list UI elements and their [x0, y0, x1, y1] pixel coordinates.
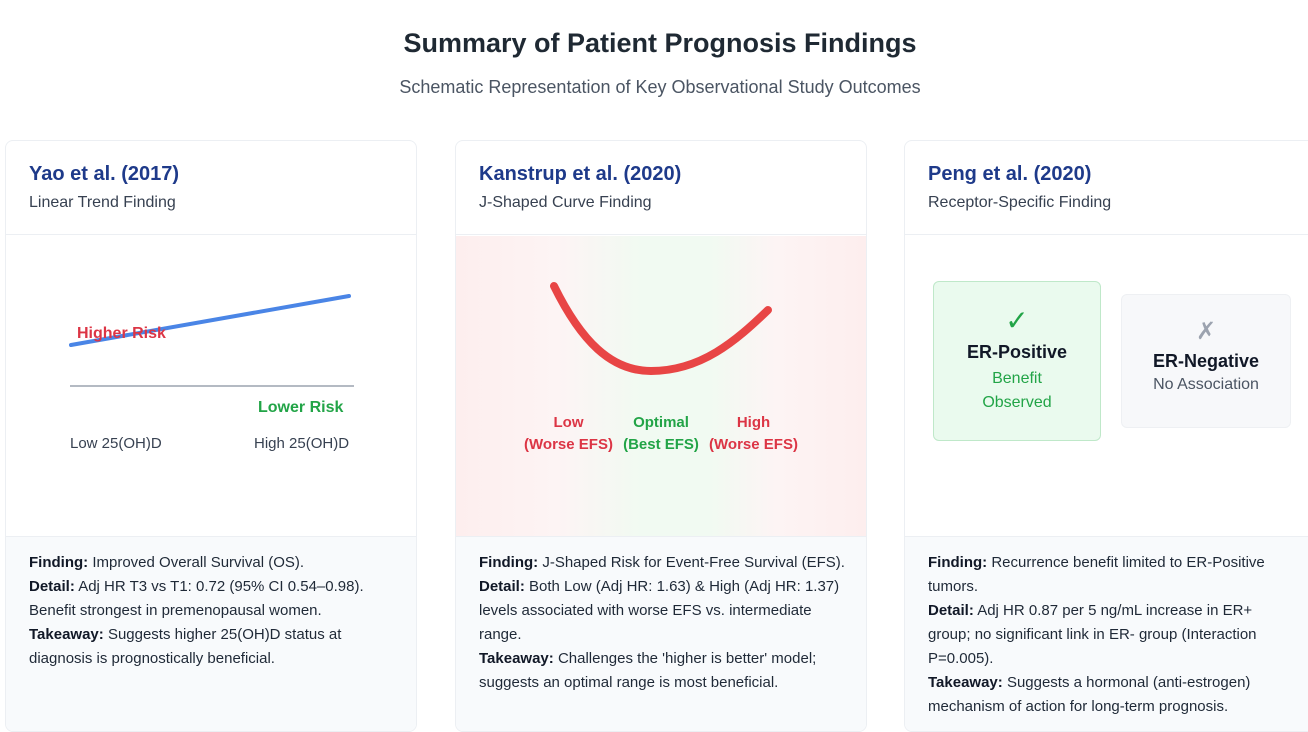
finding-line: Finding: Recurrence benefit limited to E…	[928, 554, 1265, 595]
x-high-label: High 25(OH)D	[254, 435, 350, 452]
benefit-line2: Observed	[982, 394, 1052, 411]
zone-high: High (Worse EFS)	[709, 414, 798, 453]
j-curve-diagram: Low (Worse EFS) Optimal (Best EFS) High …	[456, 236, 866, 536]
no-association-text: No Association	[1153, 376, 1259, 393]
er-negative-box: ✗ ER-Negative No Association	[1121, 294, 1291, 428]
card-title: Kanstrup et al. (2020)	[479, 163, 682, 185]
j-curve-svg	[550, 282, 772, 376]
page-title: Summary of Patient Prognosis Findings	[403, 28, 917, 58]
benefit-line1: Benefit	[992, 370, 1042, 387]
zone-optimal: Optimal (Best EFS)	[623, 414, 699, 453]
cross-icon: ✗	[1195, 318, 1217, 345]
er-positive-box: ✓ ER-Positive Benefit Observed	[933, 281, 1101, 441]
trend-line	[69, 294, 351, 347]
higher-risk-label: Higher Risk	[77, 325, 166, 342]
finding-line: Finding: Improved Overall Survival (OS).	[29, 554, 305, 571]
lower-risk-label: Lower Risk	[258, 399, 344, 416]
study-card-peng: Peng et al. (2020) Receptor-Specific Fin…	[904, 140, 1308, 732]
card-subtitle: J-Shaped Curve Finding	[479, 194, 652, 211]
card-subtitle: Linear Trend Finding	[29, 194, 176, 211]
card-body: Finding: J-Shaped Risk for Event-Free Su…	[456, 536, 866, 731]
card-subtitle: Receptor-Specific Finding	[928, 194, 1112, 211]
takeaway-line: Takeaway: Challenges the 'higher is bett…	[479, 650, 817, 691]
linear-trend-diagram: Higher Risk Lower Risk Low 25(OH)D High …	[6, 236, 416, 536]
card-title: Yao et al. (2017)	[29, 163, 180, 185]
detail-line: Detail: Adj HR T3 vs T1: 0.72 (95% CI 0.…	[29, 578, 364, 619]
finding-line: Finding: J-Shaped Risk for Event-Free Su…	[479, 554, 845, 571]
x-low-label: Low 25(OH)D	[70, 435, 162, 452]
j-shaped-curve	[550, 282, 772, 376]
study-card-yao: Yao et al. (2017) Linear Trend Finding H…	[5, 140, 417, 732]
card-body: Finding: Recurrence benefit limited to E…	[905, 536, 1308, 731]
card-body: Finding: Improved Overall Survival (OS).…	[6, 536, 416, 731]
study-card-kanstrup: Kanstrup et al. (2020) J-Shaped Curve Fi…	[455, 140, 867, 732]
card-title: Peng et al. (2020)	[928, 163, 1092, 185]
linear-trend-svg	[69, 294, 354, 387]
page-subtitle: Schematic Representation of Key Observat…	[399, 77, 921, 97]
receptor-diagram: ✓ ER-Positive Benefit Observed ✗ ER-Nega…	[905, 236, 1308, 536]
check-icon: ✓	[1005, 305, 1029, 336]
card-header: Peng et al. (2020) Receptor-Specific Fin…	[905, 141, 1308, 235]
card-header: Yao et al. (2017) Linear Trend Finding	[6, 141, 416, 235]
er-positive-title: ER-Positive	[966, 342, 1068, 362]
takeaway-line: Takeaway: Suggests a hormonal (anti-estr…	[928, 674, 1251, 715]
detail-line: Detail: Both Low (Adj HR: 1.63) & High (…	[479, 578, 840, 643]
card-header: Kanstrup et al. (2020) J-Shaped Curve Fi…	[456, 141, 866, 235]
er-negative-title: ER-Negative	[1152, 351, 1260, 371]
takeaway-line: Takeaway: Suggests higher 25(OH)D status…	[29, 626, 342, 667]
zone-low: Low (Worse EFS)	[524, 414, 613, 453]
detail-line: Detail: Adj HR 0.87 per 5 ng/mL increase…	[928, 602, 1257, 667]
